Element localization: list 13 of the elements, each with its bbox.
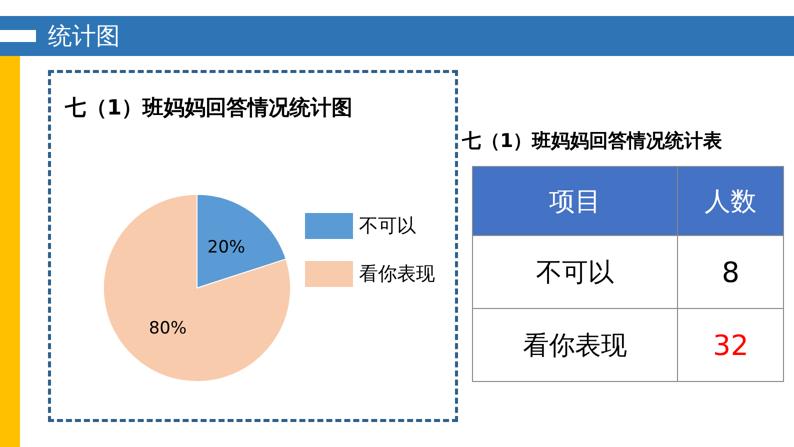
legend-label: 不可以	[359, 215, 416, 237]
text: 统计图	[48, 21, 120, 52]
chart-title: 七（1）班妈妈回答情况统计图	[64, 96, 353, 120]
data-label: 20%	[207, 238, 246, 258]
text: 项目	[472, 166, 678, 236]
category-label: 看你表现	[472, 308, 678, 382]
data-label: 80%	[148, 318, 187, 338]
category-label: 不可以	[472, 236, 678, 308]
legend-label: 看你表现	[359, 263, 435, 285]
text: 人数	[678, 166, 784, 236]
data-label: 32	[678, 308, 784, 382]
text: 七（1）班妈妈回答情况统计表	[462, 129, 724, 154]
data-label: 8	[678, 236, 784, 308]
